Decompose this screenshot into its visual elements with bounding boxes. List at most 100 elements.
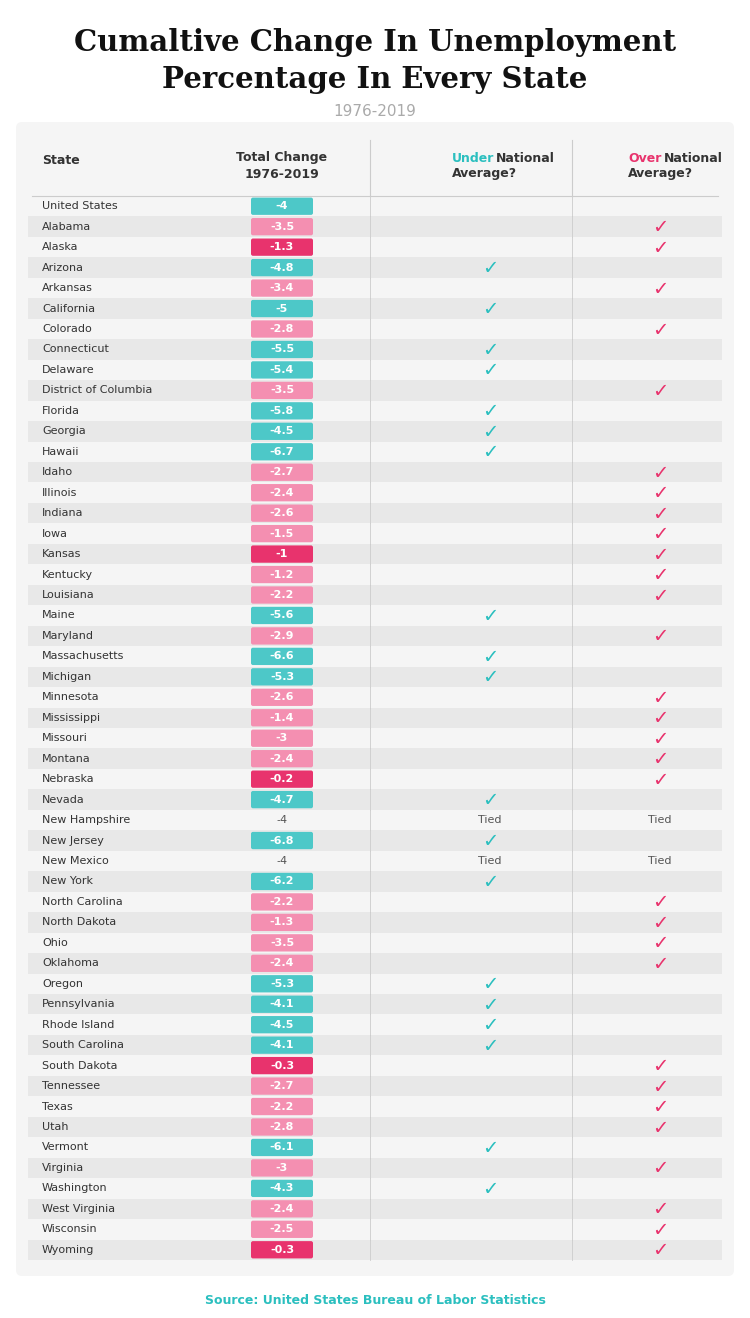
Text: ✓: ✓ xyxy=(652,913,668,933)
Text: Percentage In Every State: Percentage In Every State xyxy=(162,65,588,94)
Text: ✓: ✓ xyxy=(652,709,668,729)
Text: -4.7: -4.7 xyxy=(270,795,294,804)
Text: Montana: Montana xyxy=(42,754,91,763)
Text: Mississippi: Mississippi xyxy=(42,713,101,722)
FancyBboxPatch shape xyxy=(28,994,722,1015)
Text: Texas: Texas xyxy=(42,1102,73,1111)
FancyBboxPatch shape xyxy=(251,750,313,767)
FancyBboxPatch shape xyxy=(251,873,313,890)
Text: -5.4: -5.4 xyxy=(270,365,294,374)
Text: ✓: ✓ xyxy=(482,341,498,360)
Text: Alaska: Alaska xyxy=(42,243,79,252)
Text: Michigan: Michigan xyxy=(42,672,92,681)
Text: Pennsylvania: Pennsylvania xyxy=(42,999,116,1010)
Text: -6.8: -6.8 xyxy=(270,836,294,846)
Text: United States: United States xyxy=(42,202,118,211)
Text: ✓: ✓ xyxy=(652,1078,668,1097)
Text: -5.6: -5.6 xyxy=(270,610,294,621)
Text: -3: -3 xyxy=(276,733,288,743)
Text: ✓: ✓ xyxy=(652,219,668,237)
Text: -2.2: -2.2 xyxy=(270,590,294,600)
Text: -4.5: -4.5 xyxy=(270,1020,294,1029)
Text: -1.2: -1.2 xyxy=(270,569,294,580)
FancyBboxPatch shape xyxy=(28,1239,722,1260)
Text: Average?: Average? xyxy=(628,167,693,181)
Text: -4.8: -4.8 xyxy=(270,262,294,273)
Text: -0.3: -0.3 xyxy=(270,1244,294,1255)
Text: Colorado: Colorado xyxy=(42,324,92,333)
FancyBboxPatch shape xyxy=(251,464,313,481)
Text: ✓: ✓ xyxy=(652,464,668,482)
Text: Rhode Island: Rhode Island xyxy=(42,1020,114,1029)
Text: Vermont: Vermont xyxy=(42,1143,89,1152)
FancyBboxPatch shape xyxy=(251,954,313,971)
FancyBboxPatch shape xyxy=(251,934,313,952)
Text: -3.4: -3.4 xyxy=(270,283,294,293)
FancyBboxPatch shape xyxy=(28,380,722,401)
Text: ✓: ✓ xyxy=(652,1119,668,1137)
Text: Louisiana: Louisiana xyxy=(42,590,94,600)
Text: -3: -3 xyxy=(276,1162,288,1173)
Text: Arkansas: Arkansas xyxy=(42,283,93,293)
FancyBboxPatch shape xyxy=(251,525,313,542)
Text: -4.5: -4.5 xyxy=(270,426,294,436)
Text: ✓: ✓ xyxy=(482,975,498,994)
Text: -2.8: -2.8 xyxy=(270,1122,294,1132)
Text: ✓: ✓ xyxy=(482,301,498,319)
Text: Under: Under xyxy=(452,152,494,165)
FancyBboxPatch shape xyxy=(28,585,722,605)
Text: Maryland: Maryland xyxy=(42,631,94,641)
Text: -1.3: -1.3 xyxy=(270,917,294,928)
Text: Indiana: Indiana xyxy=(42,509,83,518)
FancyBboxPatch shape xyxy=(28,1035,722,1056)
FancyBboxPatch shape xyxy=(28,871,722,892)
Text: -2.2: -2.2 xyxy=(270,898,294,907)
FancyBboxPatch shape xyxy=(251,320,313,337)
Text: Iowa: Iowa xyxy=(42,529,68,539)
Text: -0.2: -0.2 xyxy=(270,774,294,784)
FancyBboxPatch shape xyxy=(251,382,313,399)
Text: Hawaii: Hawaii xyxy=(42,447,80,457)
Text: Maine: Maine xyxy=(42,610,76,621)
Text: New York: New York xyxy=(42,876,93,887)
Text: Tennessee: Tennessee xyxy=(42,1081,100,1091)
FancyBboxPatch shape xyxy=(28,503,722,523)
FancyBboxPatch shape xyxy=(28,1157,722,1178)
FancyBboxPatch shape xyxy=(251,341,313,358)
Text: ✓: ✓ xyxy=(482,1016,498,1035)
Text: ✓: ✓ xyxy=(482,608,498,626)
Text: -4.1: -4.1 xyxy=(270,1040,294,1050)
FancyBboxPatch shape xyxy=(28,216,722,237)
Text: Delaware: Delaware xyxy=(42,365,94,374)
Text: -1.5: -1.5 xyxy=(270,529,294,539)
FancyBboxPatch shape xyxy=(251,913,313,931)
FancyBboxPatch shape xyxy=(16,123,734,1276)
FancyBboxPatch shape xyxy=(251,484,313,501)
Text: Wyoming: Wyoming xyxy=(42,1244,94,1255)
FancyBboxPatch shape xyxy=(28,1198,722,1219)
FancyBboxPatch shape xyxy=(251,995,313,1012)
Text: ✓: ✓ xyxy=(482,361,498,381)
Text: Over: Over xyxy=(628,152,662,165)
FancyBboxPatch shape xyxy=(251,606,313,625)
Text: ✓: ✓ xyxy=(652,1057,668,1075)
Text: ✓: ✓ xyxy=(652,894,668,912)
Text: -6.1: -6.1 xyxy=(270,1143,294,1152)
Text: -2.7: -2.7 xyxy=(270,467,294,477)
Text: Utah: Utah xyxy=(42,1122,68,1132)
Text: ✓: ✓ xyxy=(652,525,668,544)
Text: Wisconsin: Wisconsin xyxy=(42,1224,98,1235)
Text: South Dakota: South Dakota xyxy=(42,1061,118,1070)
Text: Washington: Washington xyxy=(42,1184,108,1193)
Text: -4.1: -4.1 xyxy=(270,999,294,1010)
Text: Connecticut: Connecticut xyxy=(42,344,109,355)
FancyBboxPatch shape xyxy=(251,1098,313,1115)
FancyBboxPatch shape xyxy=(251,1201,313,1218)
Text: ✓: ✓ xyxy=(652,279,668,299)
Text: ✓: ✓ xyxy=(652,1160,668,1178)
Text: ✓: ✓ xyxy=(652,587,668,605)
Text: Arizona: Arizona xyxy=(42,262,84,273)
Text: Average?: Average? xyxy=(452,167,518,181)
Text: ✓: ✓ xyxy=(652,934,668,953)
FancyBboxPatch shape xyxy=(28,1075,722,1097)
